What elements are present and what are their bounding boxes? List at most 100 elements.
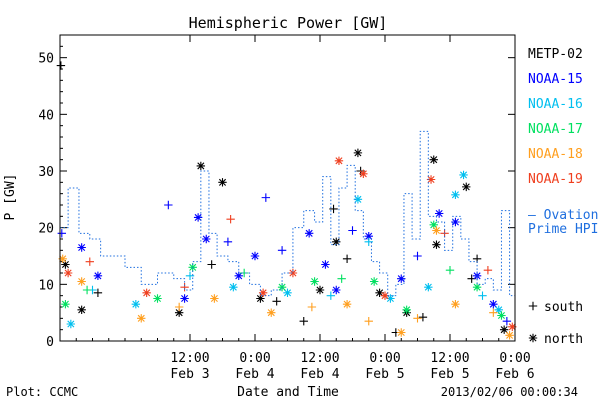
x-axis-label: Date and Time [237, 385, 339, 400]
data-point [153, 294, 162, 303]
data-point [375, 288, 384, 298]
data-point [85, 257, 94, 266]
data-point [402, 305, 411, 315]
data-point [499, 325, 509, 334]
data-point [334, 156, 344, 165]
legend-south-label: south [544, 300, 583, 315]
data-point [478, 291, 487, 300]
data-point [489, 299, 498, 309]
legend-series-label: NOAA-18 [528, 147, 583, 162]
legend-north-marker [528, 333, 538, 343]
data-point [462, 182, 471, 192]
data-point [77, 305, 86, 315]
x-tick-time-label: 12:00 [300, 351, 339, 366]
ovation-hpi-line [60, 130, 515, 297]
plot-credit: Plot: CCMC [6, 385, 78, 399]
x-tick-time-label: 0:00 [369, 351, 400, 366]
plot-frame [59, 34, 516, 342]
data-point [426, 175, 436, 184]
x-tick-time-label: 12:00 [430, 351, 469, 366]
data-point [77, 243, 86, 252]
data-point [315, 285, 325, 295]
data-point [207, 260, 216, 269]
data-point [56, 61, 66, 70]
x-tick-date-label: Feb 5 [365, 367, 404, 382]
data-point [180, 282, 189, 292]
y-tick-label: 10 [38, 278, 54, 293]
data-point [174, 308, 184, 317]
data-point [250, 251, 260, 261]
data-point [364, 231, 373, 241]
x-tick-time-label: 0:00 [499, 351, 530, 366]
data-point [137, 314, 146, 323]
data-point [459, 170, 468, 180]
y-tick-label: 40 [38, 108, 54, 123]
data-point [342, 254, 352, 264]
data-point [364, 316, 373, 326]
data-point [304, 229, 314, 238]
data-point [329, 204, 338, 214]
y-axis-label: P [GW] [3, 174, 18, 221]
data-point [82, 285, 92, 295]
data-point [483, 265, 493, 275]
data-point [239, 268, 249, 278]
data-point [234, 271, 243, 281]
y-tick-label: 30 [38, 165, 54, 180]
data-point [272, 297, 281, 306]
data-point [277, 282, 287, 292]
data-point [445, 265, 455, 275]
data-point [359, 169, 368, 179]
data-point [299, 316, 308, 326]
data-point [489, 308, 498, 317]
data-point [193, 213, 203, 222]
data-point [432, 226, 441, 235]
data-point [61, 299, 70, 309]
data-point [210, 294, 219, 303]
data-point [93, 271, 103, 281]
data-point [180, 294, 189, 303]
legend-north-label: north [544, 332, 583, 347]
data-point [502, 316, 512, 326]
data-point [226, 214, 235, 224]
data-point [429, 155, 438, 164]
data-point [326, 291, 336, 300]
data-point [307, 302, 317, 312]
data-point [164, 200, 173, 210]
data-point [424, 282, 433, 292]
data-point [413, 314, 422, 323]
data-point [342, 299, 352, 309]
data-point [418, 313, 428, 322]
legend-ovation-label-line1: — Ovation [528, 208, 598, 223]
data-point [93, 288, 103, 298]
x-tick-time-label: 12:00 [170, 351, 209, 366]
data-point [380, 291, 390, 300]
data-point [508, 322, 517, 332]
legend-ovation-label-line2: Prime HPI [528, 222, 598, 237]
data-point [397, 274, 406, 283]
data-point [432, 240, 441, 249]
legend-series-label: NOAA-17 [528, 122, 583, 137]
data-point [131, 299, 141, 309]
x-tick-date-label: Feb 5 [430, 367, 469, 382]
data-point [185, 271, 195, 281]
data-point [218, 178, 227, 187]
data-point [353, 148, 363, 158]
data-point [386, 294, 395, 303]
data-point [337, 274, 346, 283]
legend-series-label: NOAA-15 [528, 72, 583, 87]
data-point [256, 294, 265, 303]
legend-south-marker [528, 301, 538, 311]
plot-timestamp: 2013/02/06 00:00:34 [441, 385, 578, 399]
chart-title: Hemispheric Power [GW] [189, 14, 388, 32]
x-tick-time-label: 0:00 [239, 351, 270, 366]
legend-series-label: NOAA-19 [528, 172, 583, 187]
data-point [321, 260, 330, 269]
data-point [310, 277, 319, 286]
data-point [472, 282, 482, 292]
data-point [142, 288, 151, 298]
data-point [348, 226, 357, 235]
data-point [66, 319, 76, 329]
data-point [397, 328, 406, 337]
